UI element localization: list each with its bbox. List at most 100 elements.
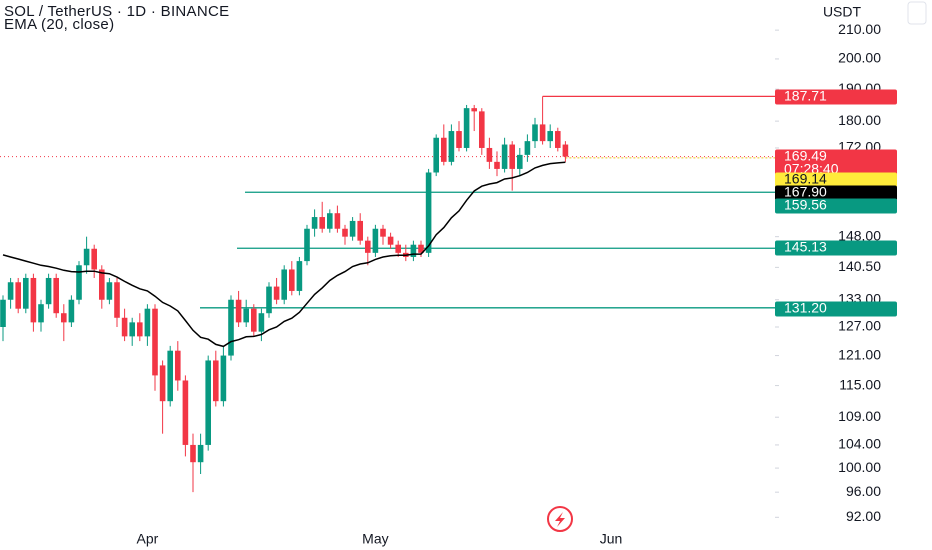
candle-body bbox=[425, 172, 432, 253]
y-tick-label: 115.00 bbox=[839, 376, 881, 392]
price-tag: 159.56 bbox=[784, 197, 827, 213]
candle-body bbox=[190, 444, 196, 463]
x-tick-label: Apr bbox=[137, 531, 159, 547]
candle-body bbox=[266, 286, 272, 314]
candle-body bbox=[99, 269, 105, 300]
price-tag-bg bbox=[775, 149, 897, 178]
candle-body bbox=[61, 313, 67, 323]
candle-body bbox=[213, 360, 219, 402]
candle-body bbox=[555, 131, 561, 148]
candle-body bbox=[327, 213, 333, 229]
indicator-legend: EMA (20, close) bbox=[4, 16, 114, 33]
scale-box[interactable] bbox=[907, 1, 927, 25]
candle-body bbox=[334, 213, 341, 229]
candle-body bbox=[23, 277, 29, 309]
candle-body bbox=[311, 217, 318, 229]
candle-body bbox=[0, 299, 6, 327]
y-tick-label: 140.50 bbox=[838, 258, 881, 274]
candle-body bbox=[175, 350, 181, 381]
candle-body bbox=[296, 261, 303, 291]
plot-area bbox=[0, 95, 775, 493]
chart-title: SOL / TetherUS · 1D · BINANCE bbox=[4, 3, 229, 20]
candle-body bbox=[167, 350, 173, 402]
price-tag: 169.49 bbox=[784, 148, 827, 164]
candle-body bbox=[197, 444, 204, 463]
candle-body bbox=[319, 217, 325, 229]
candle-body bbox=[121, 317, 128, 337]
y-tick-label: 109.00 bbox=[838, 408, 881, 424]
y-tick-label: 127.00 bbox=[838, 318, 881, 334]
y-tick-label: 200.00 bbox=[838, 50, 881, 66]
candle-body bbox=[83, 248, 90, 266]
candle-body bbox=[182, 380, 189, 445]
ema-line bbox=[2, 161, 566, 348]
candle-body bbox=[304, 228, 310, 262]
candle-body bbox=[509, 144, 515, 169]
candle-body bbox=[251, 308, 257, 332]
candle-body bbox=[410, 244, 417, 257]
candle-body bbox=[372, 228, 379, 253]
candle-body bbox=[380, 228, 386, 237]
candle-body bbox=[68, 299, 75, 323]
candle-body bbox=[45, 277, 52, 305]
candle-body bbox=[357, 220, 363, 241]
candle-body bbox=[106, 282, 113, 300]
candle-body bbox=[501, 144, 508, 169]
candle-body bbox=[486, 147, 493, 162]
candle-body bbox=[395, 244, 401, 253]
candle-body bbox=[205, 360, 211, 445]
candle-body bbox=[152, 308, 158, 376]
candle-body bbox=[441, 137, 447, 162]
candle-body bbox=[258, 313, 265, 332]
y-tick-label: 100.00 bbox=[838, 459, 881, 475]
price-tag-bg bbox=[775, 185, 897, 201]
candle-body bbox=[76, 265, 82, 300]
candle-body bbox=[38, 304, 44, 323]
price-tag-bg bbox=[775, 89, 897, 105]
price-axis: 210.00200.00190.00180.00172.00148.00140.… bbox=[775, 21, 881, 524]
candle-body bbox=[365, 240, 371, 253]
candle-body bbox=[387, 236, 394, 245]
watermark-logo bbox=[547, 506, 573, 532]
candle-body bbox=[235, 299, 242, 323]
y-tick-label: 104.00 bbox=[838, 436, 881, 452]
y-tick-label: 180.00 bbox=[838, 112, 881, 128]
candle-body bbox=[532, 124, 538, 142]
candle-body bbox=[7, 282, 14, 300]
price-tag: 169.14 bbox=[784, 171, 827, 187]
candle-body bbox=[30, 277, 37, 323]
price-tag: 167.90 bbox=[784, 184, 827, 200]
candle-body bbox=[463, 108, 470, 148]
price-tag: 131.20 bbox=[784, 300, 827, 316]
candle-body bbox=[342, 228, 348, 237]
candle-body bbox=[539, 124, 546, 142]
price-tag-bg bbox=[775, 301, 897, 317]
candle-body bbox=[243, 308, 249, 323]
candle-body bbox=[114, 282, 120, 318]
candle-body bbox=[228, 299, 234, 356]
candle-body bbox=[220, 355, 227, 402]
candle-body bbox=[129, 322, 135, 337]
candle-body bbox=[524, 141, 531, 155]
price-tag-bg bbox=[775, 198, 897, 214]
candle-body bbox=[418, 244, 424, 253]
candle-body bbox=[91, 248, 97, 270]
candle-body bbox=[53, 277, 59, 314]
y-tick-label: 148.00 bbox=[838, 227, 881, 243]
candle-body bbox=[494, 161, 500, 169]
y-tick-label: 210.00 bbox=[838, 21, 881, 37]
candle-body bbox=[448, 131, 455, 162]
candle-body bbox=[547, 131, 553, 142]
candle-body bbox=[144, 308, 151, 337]
candle-body bbox=[433, 137, 439, 173]
candle-body bbox=[289, 269, 295, 291]
price-tag-bg bbox=[775, 172, 897, 188]
candle-body bbox=[281, 269, 287, 300]
y-tick-label: 96.00 bbox=[846, 483, 881, 499]
candle-body bbox=[273, 286, 280, 300]
candle-body bbox=[471, 108, 477, 112]
price-tags: 187.71169.4907:28:40169.14167.90159.5614… bbox=[775, 88, 897, 317]
x-tick-label: Jun bbox=[600, 531, 623, 547]
